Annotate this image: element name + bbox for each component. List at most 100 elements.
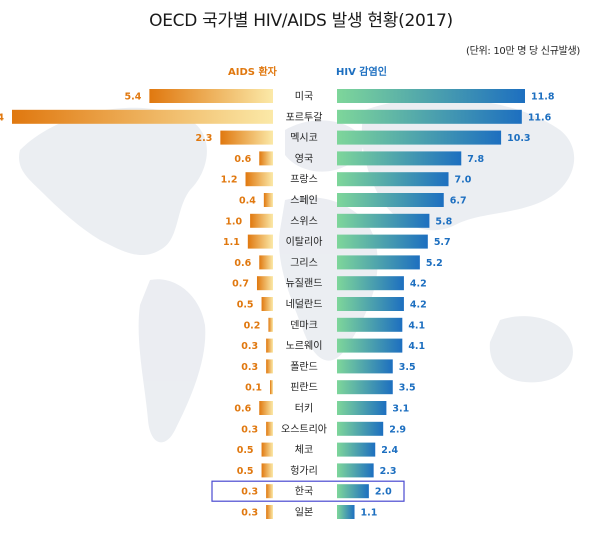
hiv-bar [337, 276, 404, 291]
country-label: 멕시코 [290, 132, 318, 144]
hiv-series-label: HIV 감염인 [336, 67, 387, 78]
country-label: 스위스 [290, 214, 318, 227]
aids-bar [268, 317, 273, 332]
aids-bar [270, 380, 273, 395]
aids-value-label: 0.6 [234, 258, 251, 269]
unit-note: (단위: 10만 명 당 신규발생) [465, 46, 580, 57]
aids-value-label: 1.1 [223, 237, 240, 248]
hiv-bar [337, 484, 369, 499]
country-label: 일본 [295, 507, 313, 519]
hiv-bar [337, 359, 393, 374]
hiv-bar [337, 317, 403, 332]
aids-value-label: 0.3 [241, 487, 258, 498]
hiv-value-label: 6.7 [450, 196, 467, 207]
aids-bar [259, 255, 273, 270]
country-label: 포르투갈 [286, 110, 323, 123]
hiv-bar [337, 109, 522, 124]
highlight-box [211, 480, 405, 502]
hiv-value-label: 3.1 [392, 404, 409, 415]
country-label: 그리스 [290, 257, 318, 269]
hiv-value-label: 2.3 [380, 466, 397, 477]
hiv-value-label: 10.3 [507, 133, 530, 144]
country-label: 핀란드 [290, 382, 318, 394]
aids-bar [12, 109, 273, 124]
aids-bar [250, 213, 273, 228]
country-label: 네덜란드 [286, 299, 323, 311]
aids-value-label: 0.6 [234, 154, 251, 165]
hiv-bar [337, 213, 430, 228]
aids-value-label: 0.3 [241, 341, 258, 352]
hiv-bar [337, 463, 374, 478]
aids-bar [263, 193, 273, 207]
aids-value-label: 5.4 [125, 92, 142, 103]
aids-value-label: 0.3 [241, 424, 258, 435]
aids-value-label: 0.1 [245, 383, 262, 394]
country-label: 한국 [295, 486, 313, 498]
aids-value-label: 0.4 [239, 196, 256, 207]
country-label: 프랑스 [290, 174, 318, 186]
aids-value-label: 2.3 [195, 133, 212, 144]
aids-bar [247, 234, 273, 249]
aids-bar [261, 442, 273, 457]
country-label: 터키 [295, 403, 313, 415]
aids-value-label: 0.5 [237, 300, 254, 311]
hiv-value-label: 4.1 [408, 341, 425, 352]
hiv-value-label: 2.4 [381, 445, 398, 456]
hiv-value-label: 7.8 [467, 154, 484, 165]
hiv-value-label: 11.6 [528, 112, 552, 123]
aids-bar [261, 463, 273, 478]
aids-series-label: AIDS 환자 [228, 67, 277, 78]
country-label: 덴마크 [290, 319, 318, 331]
hiv-bar [337, 255, 420, 270]
hiv-bar [337, 130, 502, 145]
country-label: 미국 [295, 91, 313, 103]
hiv-value-label: 11.8 [531, 92, 555, 103]
hiv-bar [337, 421, 384, 436]
aids-value-label: 0.3 [241, 508, 258, 519]
aids-bar [256, 276, 273, 291]
country-label: 노르웨이 [286, 340, 323, 352]
country-label: 폴란드 [290, 361, 318, 373]
aids-bar [266, 338, 273, 353]
hiv-value-label: 4.2 [410, 279, 427, 290]
country-label: 뉴질랜드 [286, 278, 323, 290]
aids-value-label: 0.6 [234, 404, 251, 415]
aids-bar [266, 484, 273, 499]
aids-value-label: 0.5 [237, 445, 254, 456]
hiv-bar [337, 442, 376, 457]
hiv-bar [337, 401, 387, 415]
hiv-value-label: 2.9 [389, 424, 406, 435]
hiv-bar [337, 234, 428, 249]
hiv-value-label: 7.0 [455, 175, 472, 186]
hiv-bar [337, 89, 525, 103]
aids-bar [149, 89, 273, 103]
country-label: 스페인 [290, 195, 318, 207]
hiv-value-label: 3.5 [399, 383, 416, 394]
hiv-value-label: 4.2 [410, 300, 427, 311]
aids-value-label: 0.3 [241, 362, 258, 373]
aids-value-label: 11.4 [0, 112, 4, 123]
hiv-bar [337, 338, 403, 353]
chart-title: OECD 국가별 HIV/AIDS 발생 현황(2017) [149, 11, 453, 31]
aids-bar [266, 505, 273, 519]
aids-value-label: 0.2 [244, 320, 261, 331]
aids-bar [220, 130, 273, 145]
aids-value-label: 0.7 [232, 279, 249, 290]
hiv-value-label: 1.1 [361, 508, 378, 519]
aids-bar [261, 297, 273, 311]
aids-bar [266, 421, 273, 436]
hiv-value-label: 5.7 [434, 237, 451, 248]
country-label: 헝가리 [290, 465, 318, 477]
hiv-value-label: 4.1 [408, 320, 425, 331]
country-label: 체코 [295, 444, 313, 456]
country-label: 영국 [295, 153, 313, 165]
hiv-bar [337, 193, 444, 207]
aids-value-label: 0.5 [237, 466, 254, 477]
hiv-value-label: 5.2 [426, 258, 443, 269]
aids-value-label: 1.2 [221, 175, 238, 186]
hiv-bar [337, 151, 462, 166]
hiv-bar [337, 380, 393, 395]
aids-value-label: 1.0 [225, 216, 242, 227]
hiv-bar [337, 505, 355, 519]
